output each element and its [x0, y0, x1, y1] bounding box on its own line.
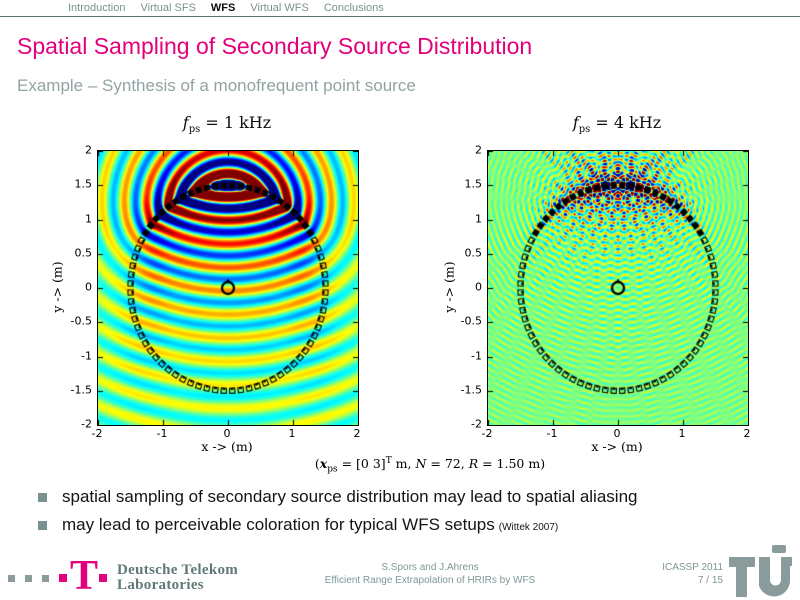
- bullet-coloration: may lead to perceivable coloration for t…: [38, 515, 778, 535]
- affiliation-line2: Laboratories: [117, 577, 204, 593]
- y-tick-label: -0.5: [70, 314, 92, 328]
- x-tick-label: 0: [223, 427, 231, 440]
- affiliation: Deutsche Telekom Laboratories: [117, 563, 238, 593]
- freq-subscript: ps: [188, 124, 201, 136]
- x-tick-label: 0: [613, 427, 621, 440]
- affiliation-line1: Deutsche Telekom: [117, 562, 239, 578]
- y-tick-label: 0.5: [464, 246, 483, 260]
- x-tick-label: 1: [288, 427, 296, 440]
- y-tick-label: -0.5: [460, 314, 482, 328]
- caption-position: = [0 3]: [337, 456, 386, 472]
- y-axis-label-right: y -> (m): [441, 261, 457, 313]
- y-tick-label: 1: [85, 212, 92, 225]
- x-tick-label: 1: [678, 427, 686, 440]
- x-tick-label: -2: [91, 427, 103, 440]
- deutsche-telekom-logo: T Deutsche Telekom Laboratories: [8, 553, 238, 600]
- footer-conference: ICASSP 2011: [662, 562, 723, 573]
- nav-item-introduction[interactable]: Introduction: [68, 2, 126, 14]
- nav-divider: [0, 16, 800, 17]
- footer-center: S.Spors and J.Ahrens Efficient Range Ext…: [260, 561, 600, 587]
- plot-title-4khz: fps = 4 kHz: [487, 113, 747, 135]
- caption-transpose: T: [385, 456, 392, 466]
- y-tick-label: -2: [471, 417, 482, 431]
- caption-unit: m,: [391, 456, 416, 472]
- nav-item-virtual-sfs[interactable]: Virtual SFS: [140, 2, 196, 14]
- bullet-marker: [38, 493, 47, 502]
- x-tick-label: 2: [743, 427, 751, 440]
- caption-n-symbol: N: [415, 456, 427, 472]
- parameters-caption: (xps = [0 3]T m, N = 72, R = 1.50 m): [60, 456, 800, 475]
- caption-r-symbol: R: [468, 456, 479, 472]
- slide-subtitle: Example – Synthesis of a monofrequent po…: [17, 76, 416, 95]
- caption-x-vector: x: [319, 456, 328, 472]
- logo-square-magenta: [99, 574, 108, 582]
- y-tick-label: -1: [471, 349, 482, 362]
- y-tick-label: 0.5: [74, 246, 93, 260]
- freq-value: = 4 kHz: [590, 113, 662, 132]
- logo-square: [42, 574, 49, 582]
- bullet-text: spatial sampling of secondary source dis…: [62, 487, 638, 506]
- caption-n-value: = 72,: [426, 456, 469, 472]
- tu-berlin-logo: [729, 545, 792, 597]
- y-tick-label: 1.5: [464, 177, 483, 191]
- y-tick-label: 0: [85, 280, 92, 294]
- y-tick-label: -2: [81, 417, 92, 431]
- wavefield-plot-1khz: [97, 150, 359, 426]
- bullet-text: may lead to perceivable coloration for t…: [62, 515, 495, 534]
- x-axis-label-left: x -> (m): [201, 439, 253, 454]
- footer-authors: S.Spors and J.Ahrens: [381, 562, 479, 573]
- caption-open: (: [314, 456, 320, 472]
- x-tick-label: -1: [156, 427, 168, 440]
- bullet-marker: [38, 521, 47, 530]
- freq-subscript: ps: [578, 124, 591, 136]
- nav-item-virtual-wfs[interactable]: Virtual WFS: [250, 2, 309, 14]
- x-axis-label-right: x -> (m): [591, 439, 643, 454]
- freq-value: = 1 kHz: [200, 113, 272, 132]
- logo-square-magenta: [59, 574, 67, 582]
- y-tick-label: 2: [475, 143, 482, 157]
- logo-square: [8, 574, 15, 582]
- logo-square: [25, 574, 32, 582]
- caption-x-sub: ps: [327, 464, 338, 475]
- nav-bar: Introduction Virtual SFS WFS Virtual WFS…: [68, 2, 384, 14]
- y-tick-label: 2: [85, 143, 92, 157]
- y-tick-label: 1: [475, 212, 482, 225]
- footer-right: ICASSP 2011 7 / 15: [560, 561, 723, 587]
- plot-title-1khz: fps = 1 kHz: [97, 113, 357, 135]
- freq-symbol: f: [182, 113, 189, 132]
- bullet-citation: (Wittek 2007): [498, 522, 559, 533]
- footer-paper-title: Efficient Range Extrapolation of HRIRs b…: [324, 575, 536, 586]
- nav-item-conclusions[interactable]: Conclusions: [323, 2, 384, 14]
- freq-symbol: f: [572, 113, 579, 132]
- y-tick-label: 0: [475, 280, 482, 294]
- y-tick-label: 1.5: [74, 177, 93, 191]
- telekom-t-icon: T: [70, 553, 99, 599]
- y-tick-label: -1.5: [70, 383, 92, 397]
- y-axis-label-left: y -> (m): [49, 261, 65, 313]
- caption-r-value: = 1.50 m): [478, 456, 546, 472]
- x-tick-label: -1: [546, 427, 558, 440]
- x-tick-label: -2: [481, 427, 493, 440]
- footer-page-number: 7 / 15: [697, 575, 723, 586]
- slide-title: Spatial Sampling of Secondary Source Dis…: [17, 33, 533, 59]
- bullet-spatial-aliasing: spatial sampling of secondary source dis…: [38, 487, 778, 507]
- wavefield-plot-4khz: [487, 150, 749, 426]
- y-tick-label: -1.5: [460, 383, 482, 397]
- y-tick-label: -1: [81, 349, 92, 362]
- nav-item-wfs[interactable]: WFS: [210, 2, 236, 14]
- x-tick-label: 2: [353, 427, 361, 440]
